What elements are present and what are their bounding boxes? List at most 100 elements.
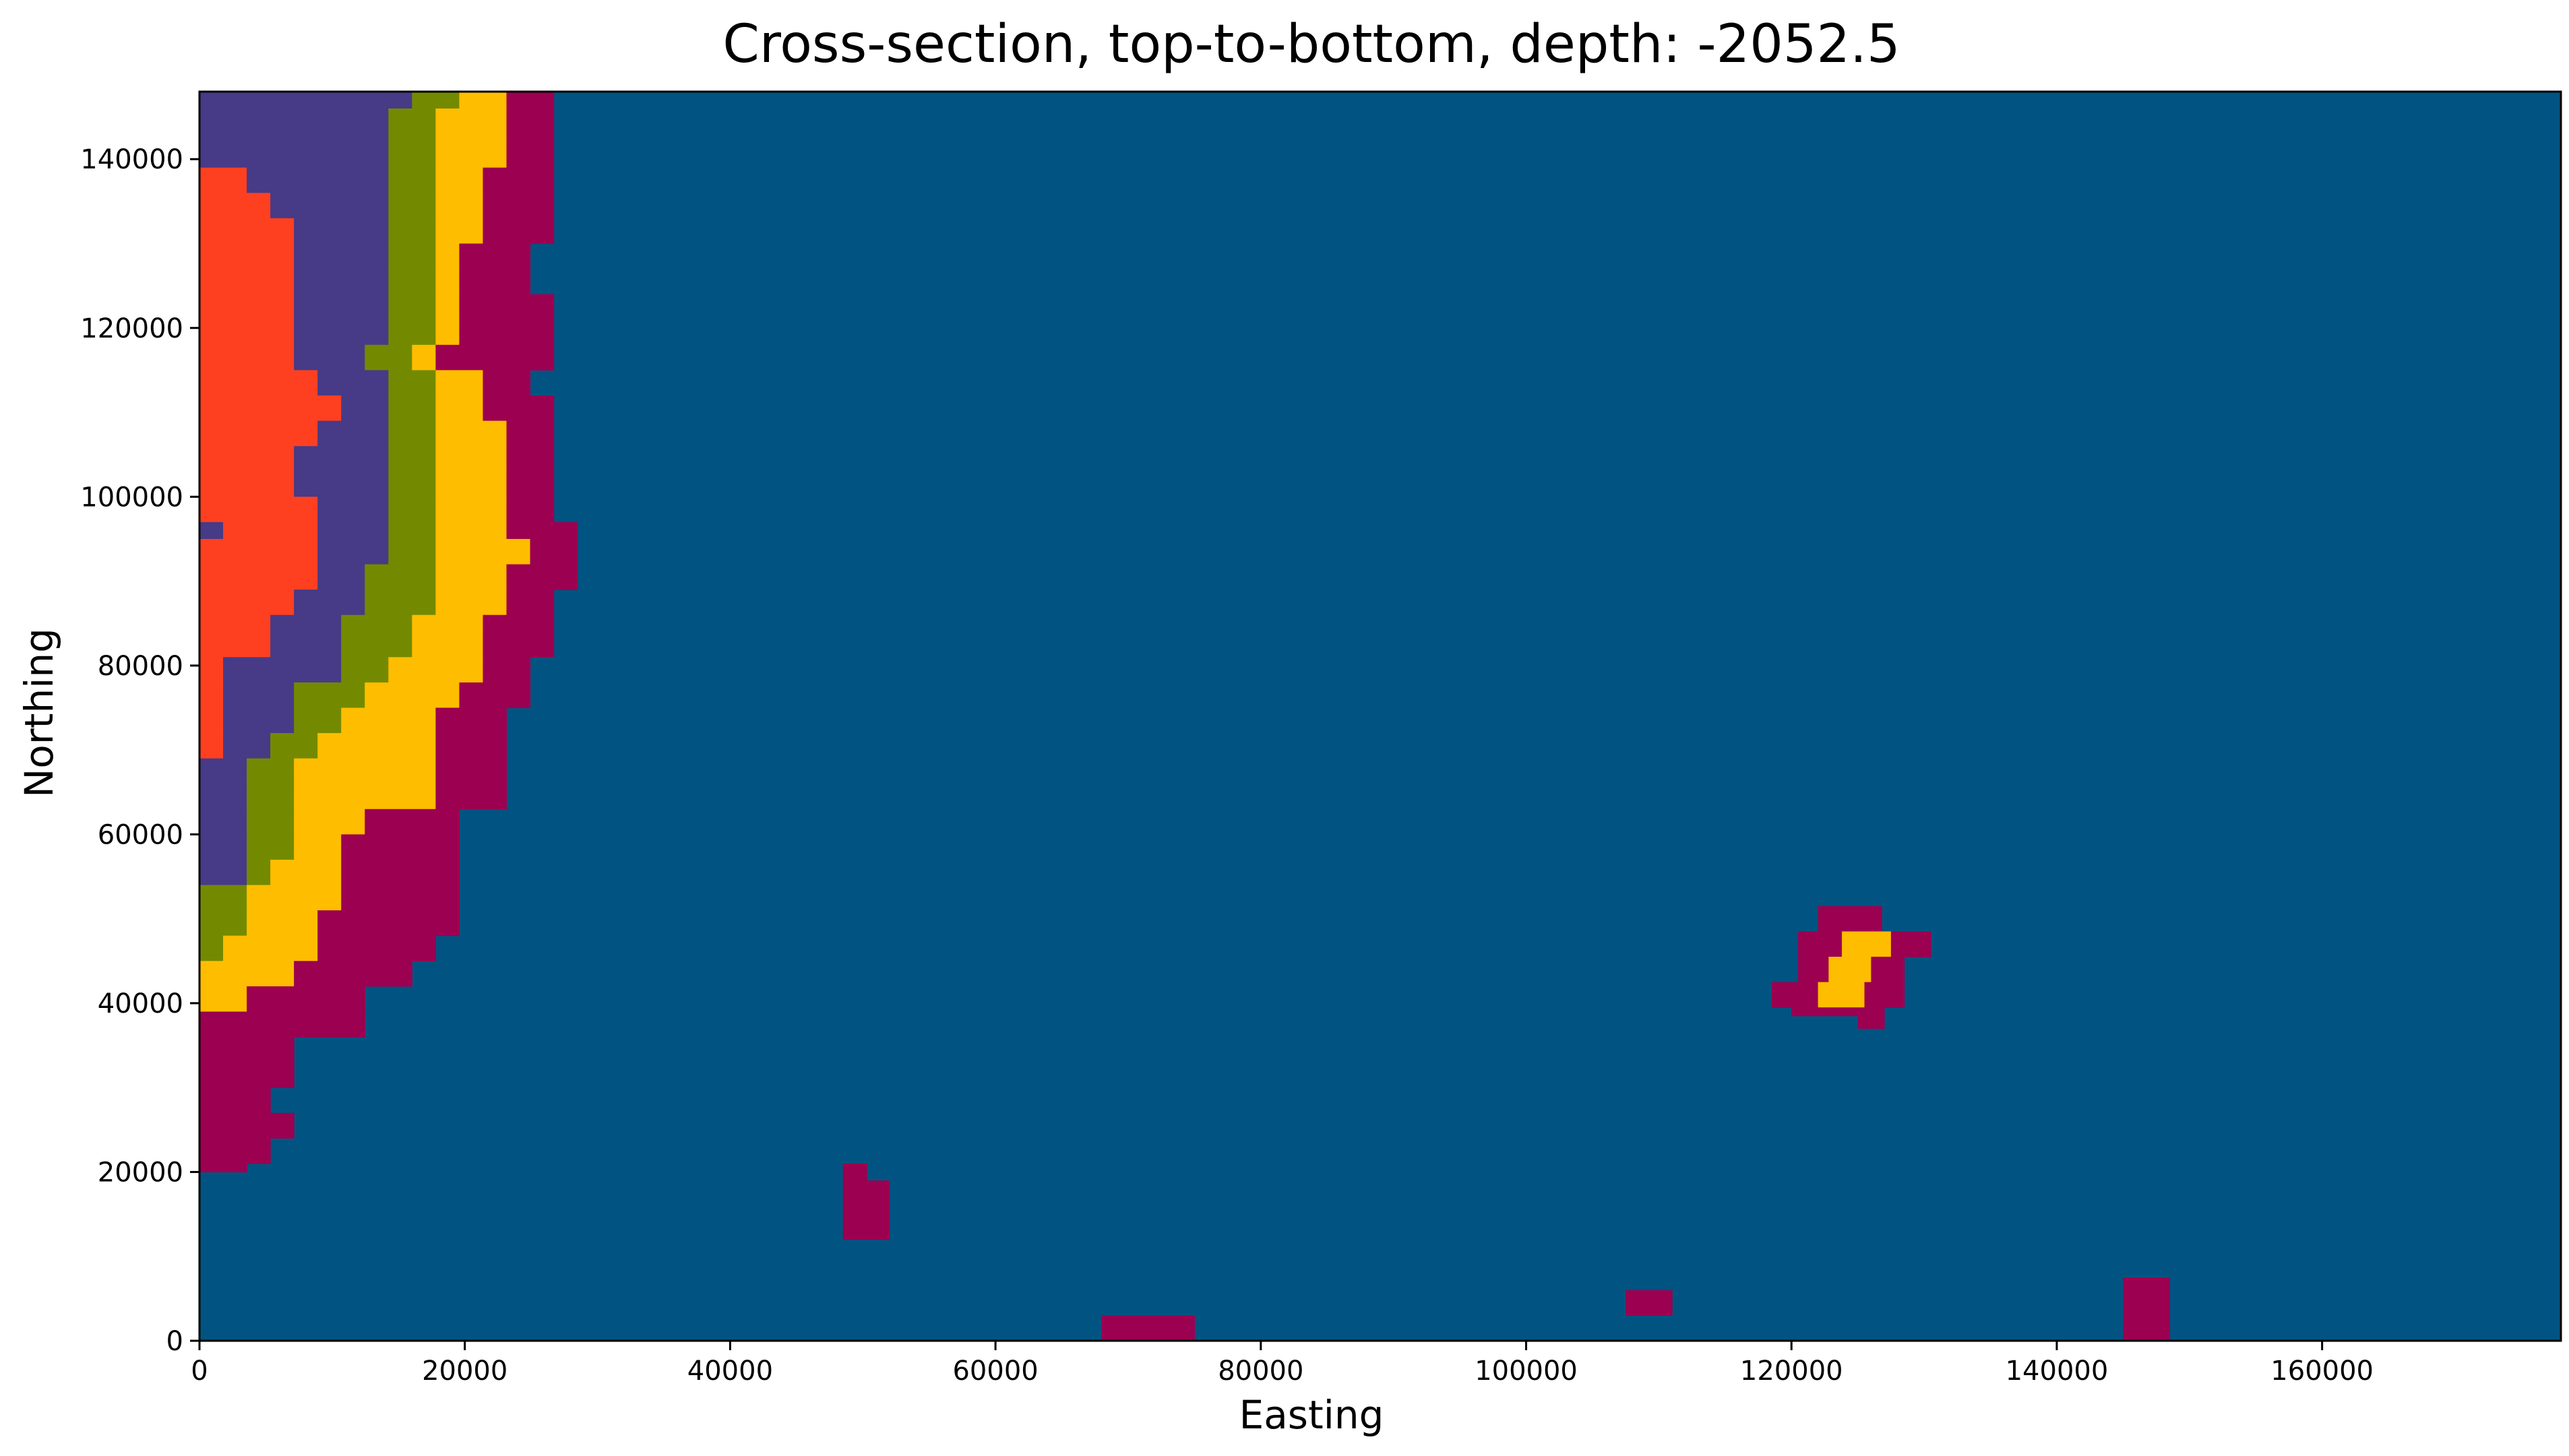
heatmap-cell-indigo bbox=[317, 657, 342, 683]
heatmap-cell-amber bbox=[317, 784, 389, 810]
heatmap-cell-indigo bbox=[294, 590, 342, 616]
heatmap-cell-amber bbox=[435, 108, 484, 143]
heatmap-cell-olive bbox=[294, 682, 365, 709]
heatmap-cell-amber bbox=[341, 758, 389, 784]
heatmap-cell-indigo bbox=[223, 859, 247, 886]
y-tick-label: 0 bbox=[166, 1326, 183, 1357]
heatmap-cell-amber bbox=[435, 294, 460, 320]
heatmap-cell-indigo bbox=[294, 319, 389, 346]
heatmap-cell-amber bbox=[412, 682, 460, 709]
heatmap-cell-indigo bbox=[223, 733, 271, 759]
heatmap-cell-indigo bbox=[199, 859, 224, 886]
heatmap-cell-olive bbox=[388, 167, 436, 193]
heatmap-cell-amber bbox=[247, 910, 318, 937]
heatmap-cell-amber bbox=[435, 521, 507, 540]
heatmap-cell-indigo bbox=[294, 446, 389, 472]
heatmap-cell-indigo bbox=[270, 193, 389, 219]
heatmap-cell-amber bbox=[459, 92, 507, 109]
heatmap-cell-indigo bbox=[294, 344, 318, 371]
heatmap-cell-indigo bbox=[294, 269, 389, 295]
x-axis-label: Easting bbox=[1239, 1392, 1384, 1438]
heatmap-cell-red bbox=[199, 446, 295, 472]
heatmap-cell-crimson bbox=[506, 108, 555, 143]
heatmap-cell-olive bbox=[199, 885, 247, 911]
heatmap-cell-amber bbox=[435, 243, 460, 270]
heatmap-cell-indigo bbox=[199, 142, 389, 168]
heatmap-cell-indigo bbox=[199, 834, 247, 860]
heatmap-cell-olive bbox=[388, 243, 436, 270]
y-tick-label: 120000 bbox=[80, 313, 183, 344]
heatmap-cell-crimson bbox=[435, 344, 484, 371]
heatmap-cell-olive bbox=[199, 910, 224, 937]
heatmap-cell-red bbox=[223, 521, 318, 540]
heatmap-cell-red bbox=[199, 269, 295, 295]
heatmap-cell-red bbox=[199, 420, 318, 447]
heatmap-cell-indigo bbox=[199, 108, 389, 143]
heatmap-cell-olive bbox=[388, 631, 412, 658]
heatmap-cell-indigo bbox=[317, 521, 389, 540]
heatmap-cell-crimson bbox=[199, 1163, 247, 1173]
x-tick-label: 80000 bbox=[1218, 1356, 1303, 1387]
heatmap-cell-indigo bbox=[294, 218, 389, 245]
heatmap-cell-red bbox=[199, 218, 295, 245]
heatmap-cell-red bbox=[199, 590, 295, 616]
heatmap-cell-crimson bbox=[2123, 1277, 2170, 1341]
x-tick-label: 140000 bbox=[2006, 1356, 2109, 1387]
heatmap-cell-olive bbox=[388, 538, 436, 565]
heatmap-cell-amber bbox=[270, 859, 342, 886]
heatmap-cell-olive bbox=[247, 784, 295, 810]
heatmap-cell-olive bbox=[341, 657, 389, 683]
x-axis-ticks: 0 20000 40000 60000 80000 100000 120000 140000 1… bbox=[191, 1341, 2374, 1387]
heatmap-cell-crimson bbox=[483, 167, 555, 193]
heatmap-cell-crimson bbox=[1818, 906, 1882, 932]
heatmap-cell-amber bbox=[412, 614, 484, 633]
heatmap-cell-crimson bbox=[1864, 982, 1905, 1008]
heatmap-cell-crimson bbox=[1871, 957, 1905, 983]
heatmap-cell-amber bbox=[388, 657, 436, 683]
heatmap-cell-olive bbox=[412, 92, 460, 109]
heatmap-cell-crimson bbox=[341, 885, 460, 911]
heatmap-cell-red bbox=[199, 631, 271, 658]
y-tick-label: 100000 bbox=[80, 482, 183, 513]
heatmap-cell-olive bbox=[412, 319, 436, 346]
heatmap-cell-amber bbox=[412, 344, 436, 371]
heatmap-cell-olive bbox=[388, 319, 412, 346]
y-tick-label: 60000 bbox=[98, 819, 183, 850]
heatmap-cell-indigo bbox=[223, 657, 318, 683]
heatmap-cell-crimson bbox=[435, 733, 507, 759]
heatmap-cell-crimson bbox=[506, 471, 555, 497]
heatmap-cell-crimson bbox=[506, 564, 578, 590]
heatmap-cell-amber bbox=[435, 657, 484, 683]
heatmap-cell-amber bbox=[247, 885, 342, 911]
x-tick-label: 100000 bbox=[1475, 1356, 1578, 1387]
y-tick-label: 140000 bbox=[80, 144, 183, 175]
heatmap-cell-red bbox=[199, 657, 224, 683]
heatmap-cell-amber bbox=[459, 446, 507, 472]
heatmap-cell-indigo bbox=[199, 784, 247, 810]
y-axis-label: Northing bbox=[16, 628, 62, 798]
heatmap-cell-red bbox=[199, 395, 342, 422]
heatmap-cell-olive bbox=[388, 370, 436, 396]
x-tick-label: 20000 bbox=[422, 1356, 507, 1387]
heatmap-cell-amber bbox=[1828, 957, 1871, 983]
heatmap-cell-indigo bbox=[199, 809, 247, 835]
heatmap-cell-indigo bbox=[223, 707, 295, 734]
heatmap-cell-crimson bbox=[842, 1180, 890, 1240]
heatmap-cell-olive bbox=[247, 834, 295, 860]
heatmap-cell-crimson bbox=[483, 395, 531, 422]
heatmap-cell-red bbox=[199, 319, 295, 346]
heatmap-cell-amber bbox=[294, 784, 318, 810]
heatmap-cell-olive bbox=[388, 471, 436, 497]
heatmap-cell-crimson bbox=[247, 986, 365, 1013]
heatmap-cell-red bbox=[199, 167, 247, 193]
heatmap-cell-indigo bbox=[294, 243, 389, 270]
y-tick-label: 20000 bbox=[98, 1157, 183, 1188]
heatmap-cell-indigo bbox=[317, 564, 365, 590]
x-tick-label: 40000 bbox=[687, 1356, 773, 1387]
heatmap-cell-indigo bbox=[341, 590, 365, 616]
heatmap-cell-indigo bbox=[294, 294, 389, 320]
heatmap-cell-red bbox=[199, 707, 224, 734]
heatmap-cell-crimson bbox=[842, 1163, 867, 1181]
chart-title: Cross-section, top-to-bottom, depth: -20… bbox=[722, 14, 1900, 75]
heatmap-cell-olive bbox=[388, 446, 436, 472]
